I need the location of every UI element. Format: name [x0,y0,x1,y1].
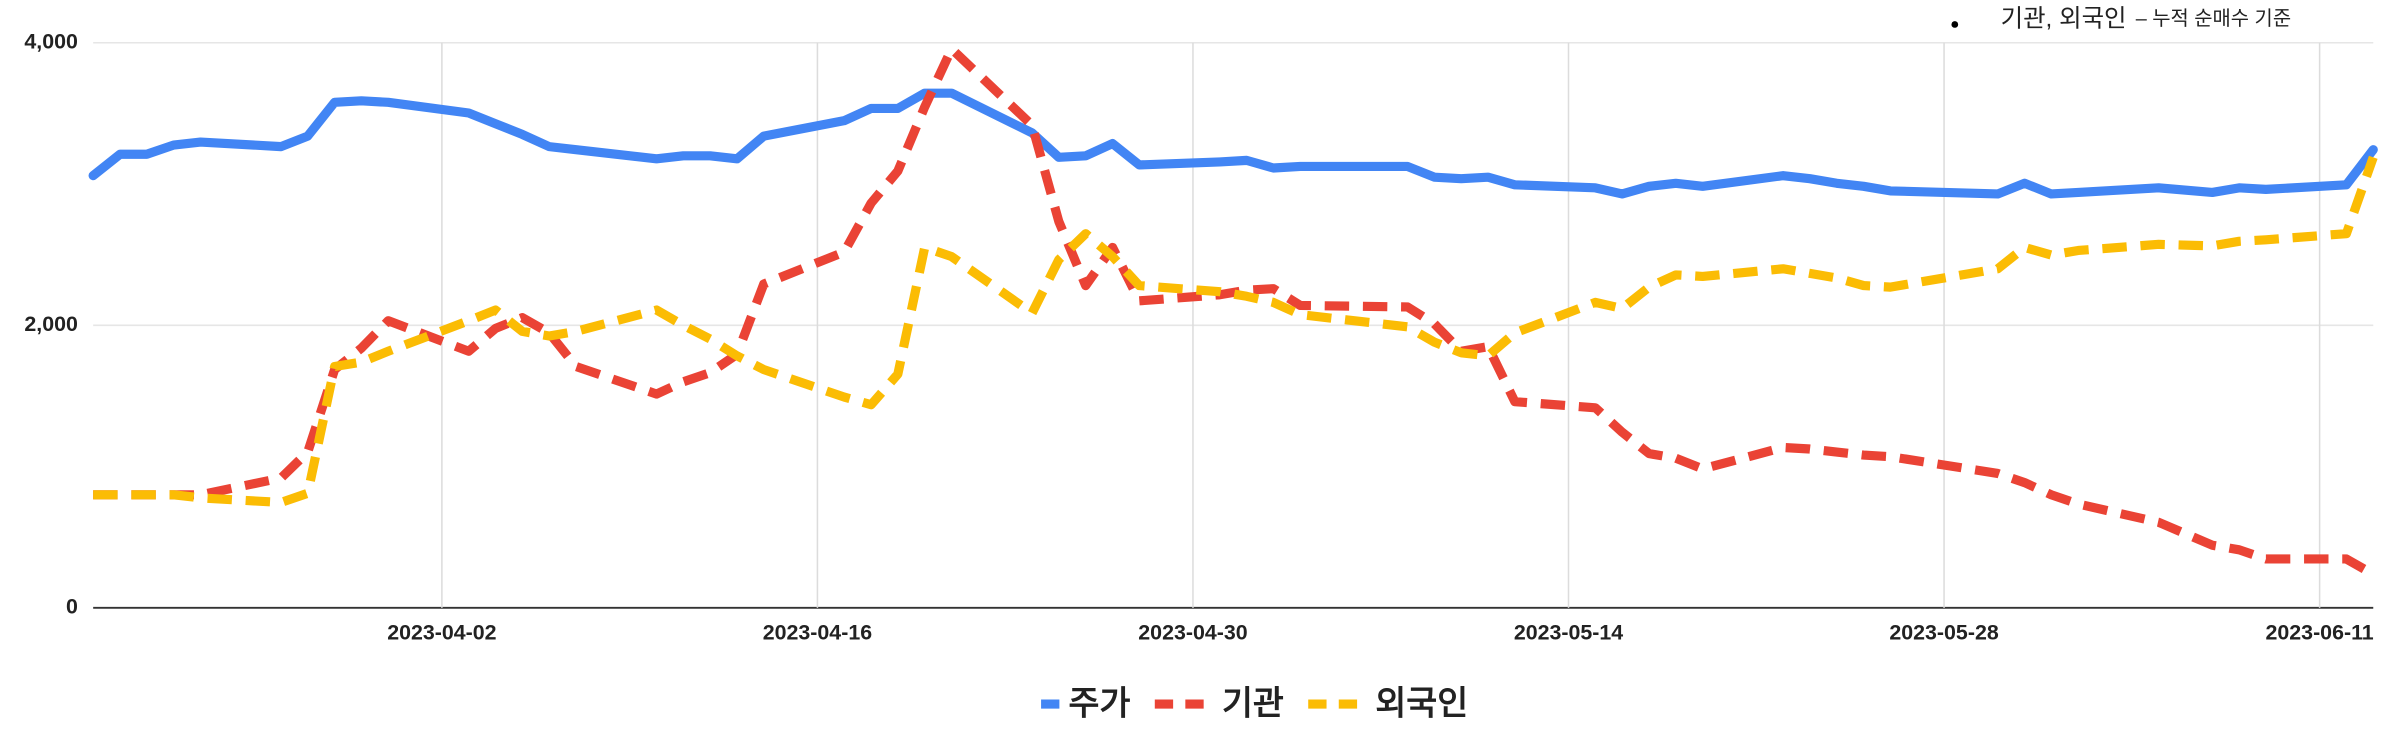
grid [93,42,2374,609]
legend-label: 외국인 [1375,684,1468,722]
y-tick-label: 2,000 [24,312,78,336]
bullet [1951,21,1959,28]
y-tick-label: 4,000 [24,29,78,53]
y-tick-label: 0 [66,594,78,618]
legend-item: 주가 [1041,684,1130,722]
legend-item: 기관 [1154,684,1284,722]
x-tick-label: 2023-04-02 [387,620,496,644]
legend: 주가 기관 외국인 [1041,684,1468,722]
legend-item: 외국인 [1308,684,1468,722]
legend-label: 주가 [1069,684,1131,722]
series-line [88,88,2378,199]
legend-label: 기관 [1222,684,1284,722]
annotation: 기관, 외국인 [2001,5,2127,32]
series-line [93,155,2378,508]
series-line [93,44,2376,579]
x-tick-label: 2023-04-16 [763,620,872,644]
x-tick-label: 2023-06-11 [2266,620,2374,644]
x-tick-label: 2023-05-28 [1889,620,1998,644]
x-tick-label: 2023-04-30 [1138,620,1247,644]
annotation: – 누적 순매수 기준 [2136,8,2291,30]
x-tick-label: 2023-05-14 [1514,620,1623,644]
